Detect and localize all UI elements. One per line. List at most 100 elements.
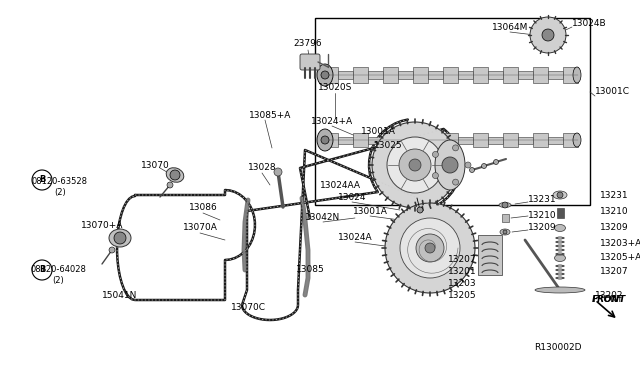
Text: (2): (2): [52, 276, 64, 285]
Circle shape: [452, 145, 459, 151]
Ellipse shape: [573, 133, 581, 147]
Text: 13024AA: 13024AA: [319, 180, 360, 189]
Circle shape: [470, 167, 474, 173]
Ellipse shape: [553, 191, 567, 199]
Text: 13085: 13085: [296, 266, 324, 275]
Ellipse shape: [500, 229, 510, 235]
Bar: [563, 133, 578, 147]
Bar: [353, 67, 368, 83]
Bar: [353, 133, 368, 147]
Text: 13231: 13231: [528, 196, 557, 205]
Text: 13209: 13209: [528, 224, 557, 232]
Bar: [473, 133, 488, 147]
Circle shape: [465, 162, 471, 168]
Circle shape: [502, 202, 508, 208]
Bar: [518, 137, 533, 144]
Text: 13205+A: 13205+A: [600, 253, 640, 263]
Circle shape: [114, 232, 126, 244]
Circle shape: [167, 182, 173, 188]
Ellipse shape: [317, 129, 333, 151]
Bar: [533, 67, 548, 83]
Text: 13064M: 13064M: [492, 23, 528, 32]
Text: 13203+A: 13203+A: [600, 240, 640, 248]
Text: 13070: 13070: [141, 160, 170, 170]
Circle shape: [385, 203, 475, 293]
Text: 13207: 13207: [448, 256, 477, 264]
Text: 15041N: 15041N: [102, 291, 138, 299]
Circle shape: [274, 168, 282, 176]
Circle shape: [417, 207, 423, 213]
Text: 13001A: 13001A: [360, 128, 396, 137]
Text: 13210: 13210: [528, 211, 557, 219]
Bar: [413, 133, 428, 147]
Bar: [458, 71, 473, 79]
Text: 13024+A: 13024+A: [311, 118, 353, 126]
Bar: [368, 71, 383, 79]
Bar: [398, 71, 413, 79]
Bar: [548, 71, 563, 79]
Circle shape: [399, 149, 431, 181]
Text: 23796: 23796: [294, 39, 323, 48]
Text: 13201: 13201: [448, 267, 477, 276]
Text: B: B: [39, 176, 45, 185]
Ellipse shape: [554, 224, 566, 231]
Bar: [488, 71, 503, 79]
Ellipse shape: [166, 168, 184, 182]
Bar: [398, 137, 413, 144]
Text: 13070C: 13070C: [230, 304, 266, 312]
Circle shape: [452, 179, 459, 185]
Circle shape: [425, 243, 435, 253]
Text: FRONT: FRONT: [592, 295, 627, 305]
Circle shape: [493, 160, 499, 164]
Circle shape: [433, 173, 438, 179]
Bar: [443, 67, 458, 83]
Circle shape: [542, 29, 554, 41]
Bar: [473, 67, 488, 83]
Text: (2): (2): [54, 187, 66, 196]
Text: R130002D: R130002D: [534, 343, 582, 353]
Circle shape: [433, 151, 438, 157]
Text: 13001C: 13001C: [595, 87, 630, 96]
Ellipse shape: [435, 140, 465, 190]
Bar: [478, 235, 502, 275]
Circle shape: [32, 260, 52, 280]
Bar: [323, 67, 338, 83]
Text: 13205: 13205: [448, 291, 477, 299]
Text: 13210: 13210: [600, 208, 628, 217]
Bar: [458, 137, 473, 144]
Text: 13203: 13203: [448, 279, 477, 288]
Bar: [502, 214, 509, 222]
Text: B: B: [39, 266, 45, 275]
Text: 13028: 13028: [248, 164, 276, 173]
Circle shape: [321, 136, 329, 144]
Circle shape: [416, 234, 444, 262]
Bar: [503, 133, 518, 147]
Text: 13207: 13207: [600, 267, 628, 276]
Bar: [443, 133, 458, 147]
Circle shape: [530, 17, 566, 53]
Bar: [563, 67, 578, 83]
Text: 13024B: 13024B: [572, 19, 607, 29]
Bar: [557, 208, 564, 218]
Text: 13070A: 13070A: [182, 224, 218, 232]
Bar: [383, 133, 398, 147]
Circle shape: [557, 192, 563, 198]
Bar: [383, 67, 398, 83]
Bar: [533, 133, 548, 147]
Ellipse shape: [573, 67, 581, 83]
Circle shape: [503, 230, 507, 234]
Circle shape: [32, 170, 52, 190]
Bar: [503, 67, 518, 83]
Text: 13209: 13209: [600, 224, 628, 232]
Bar: [428, 71, 443, 79]
Text: 13070+A: 13070+A: [81, 221, 123, 230]
Bar: [368, 137, 383, 144]
Text: FRONT: FRONT: [592, 295, 623, 305]
Text: 13042N: 13042N: [305, 214, 340, 222]
Text: 08120-63528: 08120-63528: [32, 177, 88, 186]
Bar: [338, 71, 353, 79]
Text: 08120-64028: 08120-64028: [30, 266, 86, 275]
Circle shape: [170, 170, 180, 180]
Bar: [315, 18, 590, 205]
Text: 13231: 13231: [600, 190, 628, 199]
